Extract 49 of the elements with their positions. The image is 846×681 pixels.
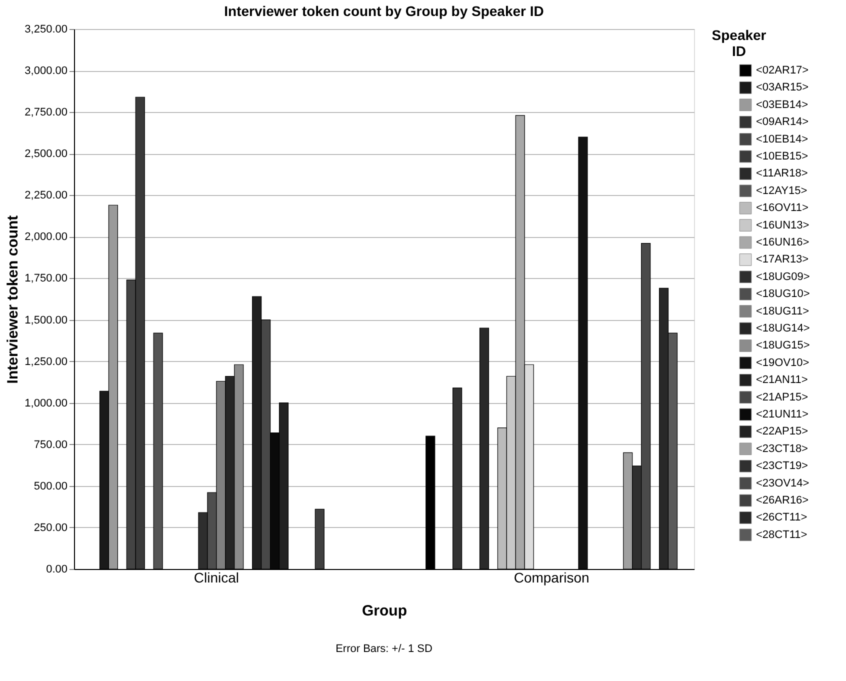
- legend-label: <23CT19>: [756, 460, 808, 472]
- y-tick-label: 2,500.00: [24, 148, 68, 160]
- y-tick-label: 2,250.00: [24, 190, 68, 202]
- x-tick-label: Comparison: [514, 570, 590, 586]
- legend-label: <23OV14>: [756, 477, 810, 490]
- legend-label: <10EB14>: [756, 133, 808, 146]
- legend-label: <18UG14>: [756, 322, 810, 334]
- y-tick-label: 1,750.00: [24, 272, 68, 285]
- y-tick-label: 250.00: [34, 522, 68, 534]
- legend-title: Speaker ID: [712, 27, 767, 59]
- legend-label: <16OV11>: [756, 202, 808, 214]
- legend-label: <18UG11>: [756, 305, 810, 318]
- legend-label: <18UG15>: [756, 340, 810, 352]
- legend-label: <23CT18>: [756, 442, 808, 455]
- legend-label: <21AN11>: [756, 374, 808, 386]
- legend-label: <22AP15>: [756, 426, 808, 438]
- y-tick-label: 1,500.00: [24, 314, 68, 326]
- legend-label: <26AR16>: [756, 494, 809, 506]
- text: Error Bars: +/- 1 SD: [336, 643, 432, 655]
- legend-label: <03EB14>: [756, 98, 808, 111]
- y-tick-label: 2,750.00: [24, 106, 68, 119]
- y-axis-title: Interviewer token count: [4, 215, 22, 384]
- y-tick-label: 1,250.00: [24, 356, 68, 368]
- y-tick-label: 0.00: [46, 564, 68, 576]
- legend-label: <28CT11>: [756, 528, 808, 541]
- legend-label: <03AR15>: [756, 82, 809, 94]
- y-tick-label: 500.00: [34, 480, 68, 492]
- chart-title: Interviewer token count by Group by Speaker ID: [224, 3, 544, 19]
- legend-label: <17AR13>: [756, 254, 809, 266]
- y-tick-label: 3,000.00: [24, 65, 68, 78]
- x-axis-title: Group: [362, 602, 407, 620]
- y-tick-label: 2,000.00: [24, 231, 68, 244]
- legend-label: <26CT11>: [756, 512, 808, 524]
- legend-label: <19OV10>: [756, 356, 810, 369]
- legend-label: <18UG09>: [756, 270, 810, 283]
- legend-label: <10EB15>: [756, 150, 808, 162]
- legend-label: <09AR14>: [756, 116, 809, 128]
- legend-label: <16UN13>: [756, 219, 810, 232]
- legend-label: <11AR18>: [756, 168, 808, 180]
- legend-label: <16UN16>: [756, 236, 810, 248]
- legend-label: <21AP15>: [756, 391, 808, 404]
- y-tick-label: 3,250.00: [24, 24, 68, 36]
- legend-label: <02AR17>: [756, 64, 809, 76]
- y-tick-label: 1,000.00: [24, 397, 68, 410]
- x-tick-label: Clinical: [194, 570, 239, 586]
- legend-label: <12AY15>: [756, 184, 808, 197]
- legend-label: <18UG10>: [756, 288, 810, 300]
- legend-label: <21UN11>: [756, 408, 808, 420]
- y-tick-label: 750.00: [34, 438, 68, 451]
